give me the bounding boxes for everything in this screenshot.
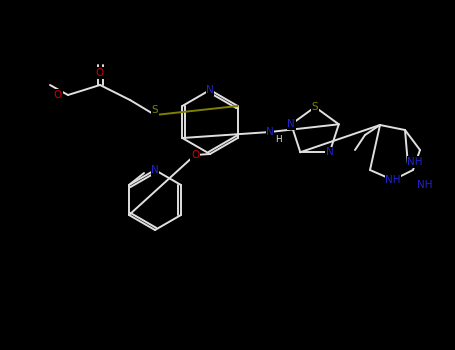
Text: H: H	[275, 135, 282, 145]
Text: NH: NH	[417, 180, 433, 190]
Text: N: N	[326, 147, 334, 157]
Text: S: S	[152, 105, 158, 115]
Text: NH: NH	[385, 175, 401, 185]
Text: N: N	[151, 165, 159, 175]
Text: N: N	[206, 85, 214, 95]
Text: O: O	[96, 68, 104, 78]
Text: O: O	[54, 90, 62, 100]
Text: N: N	[266, 127, 274, 137]
Text: S: S	[312, 102, 318, 112]
Text: N: N	[288, 119, 295, 129]
Text: NH: NH	[407, 157, 423, 167]
Text: O: O	[191, 150, 199, 160]
